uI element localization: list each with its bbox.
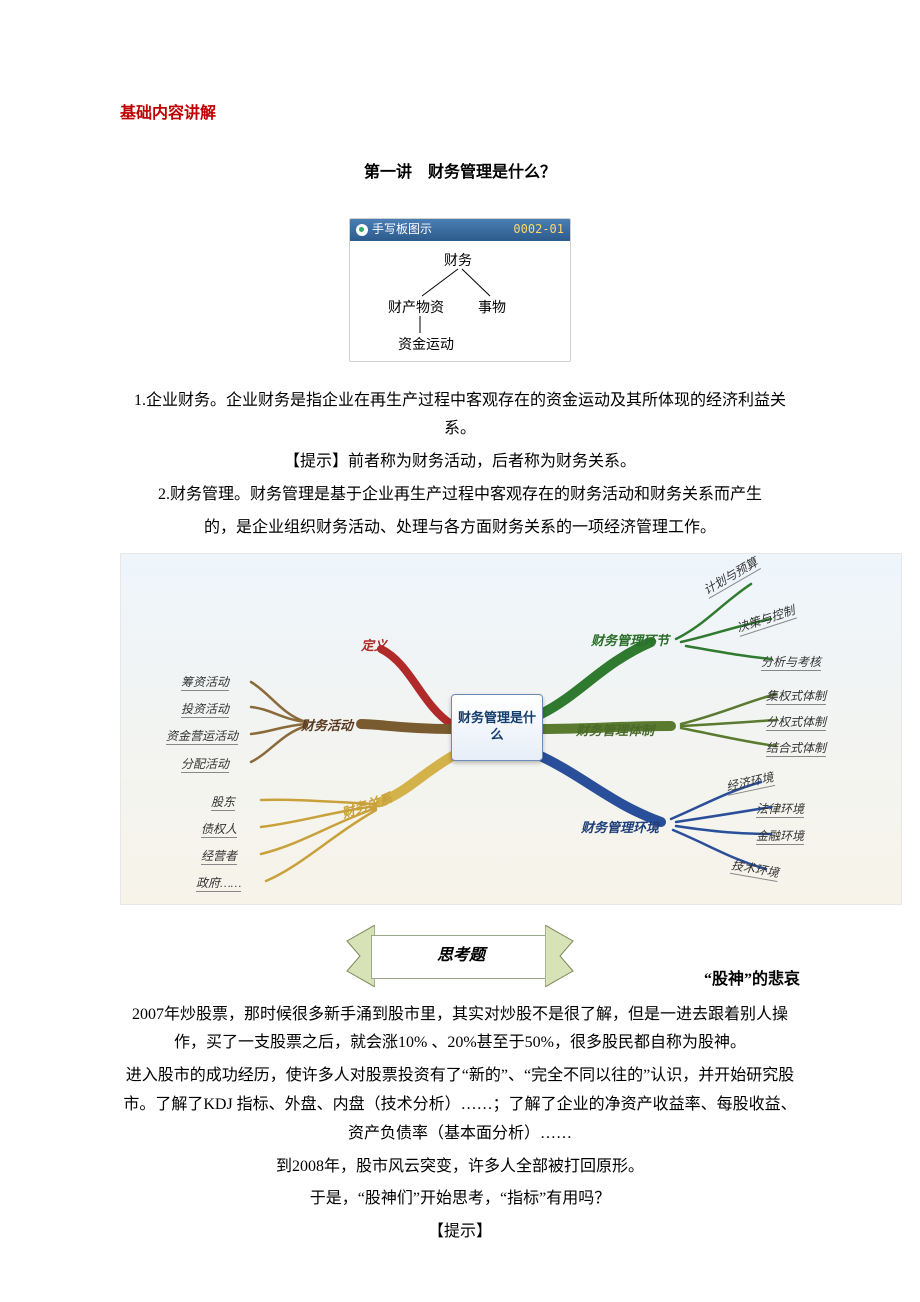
figure-body: 财务 财产物资 事物 资金运动 [350, 241, 570, 361]
mindmap-leaf: 经营者 [201, 846, 237, 868]
figure-banner-label: 手写板图示 [372, 219, 432, 241]
story-title: “股神”的悲哀 [704, 966, 800, 995]
section-header: 基础内容讲解 [120, 100, 800, 129]
figure-handwriting-panel: 手写板图示 0002-01 财务 财产物资 事物 资金运动 [349, 218, 571, 362]
mindmap-leaf: 分权式体制 [766, 712, 826, 734]
figure-banner-id: 0002-01 [513, 219, 564, 241]
pen-icon [356, 224, 368, 236]
mindmap-center: 财务管理是什么 [451, 694, 543, 761]
mindmap-leaf: 计划与预算 [700, 552, 763, 601]
mindmap-leaf: 结合式体制 [766, 738, 826, 760]
paragraph-2b: 的，是企业组织财务活动、处理与各方面财务关系的一项经济管理工作。 [120, 514, 800, 543]
thinkbox: 思考题 [335, 925, 585, 987]
mindmap-leaf: 资金营运活动 [166, 726, 238, 748]
thinkbox-label: 思考题 [371, 935, 551, 979]
mindmap-leaf: 金融环境 [756, 826, 804, 848]
mindmap-leaf: 集权式体制 [766, 686, 826, 708]
mindmap-label: 财务关系 [339, 786, 396, 824]
thinkbox-row: 思考题 “股神”的悲哀 [120, 925, 800, 995]
story-p3: 到2008年，股市风云突变，许多人全部被打回原形。 [120, 1153, 800, 1182]
paragraph-1-hint: 【提示】前者称为财务活动，后者称为财务关系。 [120, 448, 800, 477]
page: 基础内容讲解 第一讲 财务管理是什么？ 手写板图示 0002-01 财务 财产物… [0, 0, 920, 1302]
mindmap-leaf: 债权人 [201, 819, 237, 841]
mindmap-label: 财务管理环节 [591, 629, 669, 652]
thinkbox-left-arrow-icon [335, 925, 375, 987]
mindmap-leaf: 分析与考核 [761, 652, 821, 674]
mindmap-leaf: 法律环境 [756, 799, 804, 821]
story-p1: 2007年炒股票，那时候很多新手涌到股市里，其实对炒股不是很了解，但是一进去跟着… [120, 1001, 800, 1059]
mindmap-label: 财务管理体制 [576, 719, 654, 742]
mindmap-leaf: 股东 [211, 792, 235, 814]
mindmap-leaf: 投资活动 [181, 699, 229, 721]
tree-node-right: 事物 [478, 296, 506, 321]
mindmap-leaf: 政府…… [196, 873, 241, 895]
mindmap-label: 财务活动 [301, 714, 353, 737]
story-p4: 于是，“股神们”开始思考，“指标”有用吗？ [120, 1185, 800, 1214]
lecture-title: 第一讲 财务管理是什么？ [120, 159, 800, 188]
tree-node-bottom: 资金运动 [398, 333, 454, 358]
mindmap-label: 财务管理环境 [581, 816, 659, 839]
mindmap-label: 定义 [361, 634, 387, 657]
mindmap-leaf: 决策与控制 [734, 600, 798, 639]
tree-node-left: 财产物资 [388, 296, 444, 321]
figure-banner: 手写板图示 0002-01 [350, 219, 570, 241]
story-p2: 进入股市的成功经历，使许多人对股票投资有了“新的”、“完全不同以往的”认识，并开… [120, 1062, 800, 1148]
mindmap: 财务管理是什么 定义财务活动财务关系 财务管理环节财务管理体制财务管理环境 筹资活动… [120, 553, 902, 905]
mindmap-leaf: 分配活动 [181, 754, 229, 776]
story-hint: 【提示】 [120, 1218, 800, 1247]
tree-node-root: 财务 [444, 249, 472, 274]
mindmap-leaf: 技术环境 [729, 855, 780, 885]
mindmap-leaf: 筹资活动 [181, 672, 229, 694]
paragraph-1: 1.企业财务。企业财务是指企业在再生产过程中客观存在的资金运动及其所体现的经济利… [120, 387, 800, 445]
thinkbox-right-arrow-icon [545, 925, 585, 987]
mindmap-leaf: 经济环境 [724, 767, 775, 798]
paragraph-2a: 2.财务管理。财务管理是基于企业再生产过程中客观存在的财务活动和财务关系而产生 [120, 481, 800, 510]
